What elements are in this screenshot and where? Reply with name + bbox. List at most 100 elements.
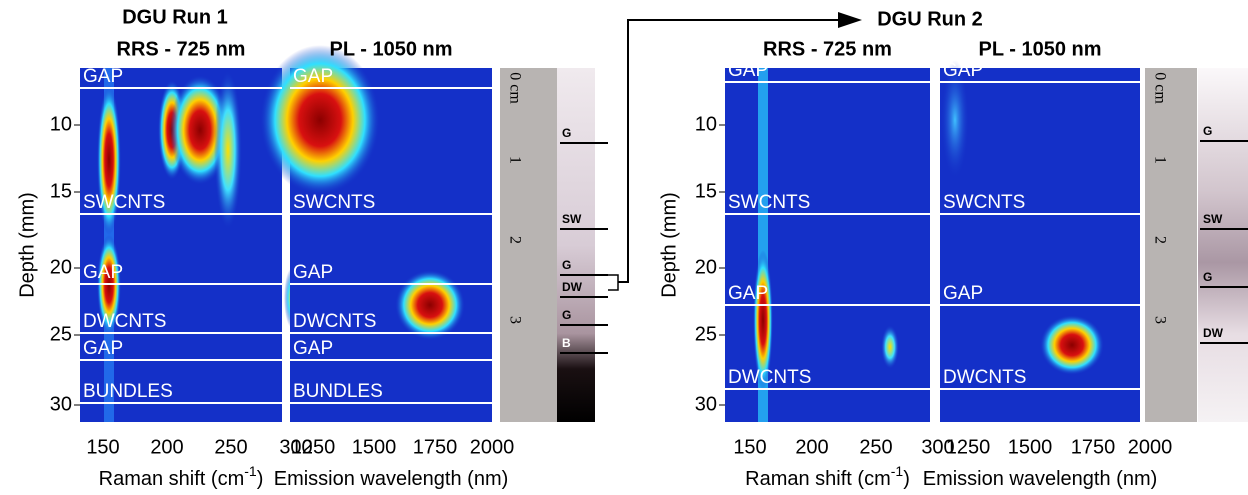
ruler	[1145, 68, 1197, 422]
y-tick-label: 15	[50, 180, 72, 202]
label-part: -1	[891, 463, 904, 479]
band-label: GAP	[728, 60, 768, 81]
tube-label: SW	[562, 212, 582, 226]
tube-label: G	[562, 308, 571, 322]
ruler-label: 3	[1151, 316, 1168, 324]
ruler-label: 1	[1151, 156, 1168, 164]
x-tick-label: 1750	[413, 436, 458, 458]
x-tick-label: 1250	[291, 436, 336, 458]
x-tick-label: 1500	[352, 436, 397, 458]
panel-title: RRS - 725 nm	[763, 38, 892, 60]
x-axis-label: Emission wavelength (nm)	[923, 468, 1158, 490]
heatmaps	[80, 45, 1140, 422]
band-label: GAP	[83, 338, 123, 359]
label-part: Emission wavelength (nm)	[923, 468, 1158, 490]
y-tick-label: 30	[695, 393, 717, 415]
y-tick-label: 20	[695, 256, 717, 278]
hotspot	[1040, 315, 1104, 375]
band-label: DWCNTS	[943, 367, 1026, 388]
y-tick-label: 30	[50, 393, 72, 415]
ruler-label: 2	[506, 236, 523, 244]
tube-label: DW	[1203, 326, 1224, 340]
x-tick-label: 250	[214, 436, 247, 458]
label-part: -1	[244, 463, 257, 479]
band-label: GAP	[728, 283, 768, 304]
run-title: DGU Run 2	[877, 8, 983, 30]
arrowhead	[838, 12, 862, 28]
band-label: BUNDLES	[83, 381, 173, 402]
run-title: DGU Run 1	[122, 6, 228, 28]
ruler-label: 0 cm	[1151, 72, 1168, 104]
band-label: DWCNTS	[83, 311, 166, 332]
tube-label: G	[1203, 124, 1212, 138]
ruler	[500, 68, 557, 422]
band-label: DWCNTS	[293, 311, 376, 332]
band-label: DWCNTS	[728, 367, 811, 388]
band-label: SWCNTS	[943, 192, 1025, 213]
band-label: SWCNTS	[728, 192, 810, 213]
x-axis-label: Raman shift (cm-1)	[99, 463, 264, 491]
hotspot	[941, 60, 969, 180]
x-tick-label: 2000	[470, 436, 515, 458]
bracket	[608, 274, 619, 291]
x-tick-label: 250	[859, 436, 892, 458]
x-tick-label: 150	[733, 436, 766, 458]
band-label: GAP	[943, 60, 983, 81]
hotspot	[97, 85, 121, 235]
label-part: Emission wavelength (nm)	[274, 468, 509, 490]
panel-title: PL - 1050 nm	[978, 38, 1101, 60]
band-label: GAP	[83, 262, 123, 283]
y-tick-label: 25	[50, 323, 72, 345]
band-label: GAP	[943, 283, 983, 304]
y-tick-label: 10	[50, 113, 72, 135]
panel-title: PL - 1050 nm	[329, 38, 452, 60]
band-label: GAP	[293, 262, 333, 283]
tube	[557, 68, 595, 422]
tube	[1198, 68, 1248, 422]
y-tick-label: 15	[695, 180, 717, 202]
band-label: SWCNTS	[83, 192, 165, 213]
streak	[758, 68, 768, 422]
tube-label: G	[1203, 270, 1212, 284]
tube-label: G	[562, 258, 571, 272]
ruler-label: 0 cm	[506, 72, 523, 104]
y-tick-label: 25	[695, 323, 717, 345]
x-axis-label: Raman shift (cm-1)	[745, 463, 910, 491]
y-axis-label: Depth (mm)	[658, 192, 680, 298]
ruler-label: 2	[1151, 236, 1168, 244]
hotspot	[260, 45, 380, 195]
ruler-label: 3	[506, 316, 523, 324]
x-tick-label: 2000	[1128, 436, 1173, 458]
band-label: GAP	[293, 66, 333, 87]
label-part: )	[903, 468, 910, 490]
panel-title: RRS - 725 nm	[117, 38, 246, 60]
tube-label: SW	[1203, 212, 1223, 226]
band-label: GAP	[83, 66, 123, 87]
arrow	[618, 19, 845, 283]
tubes	[500, 12, 1248, 422]
band-label: GAP	[293, 338, 333, 359]
band-label: BUNDLES	[293, 381, 383, 402]
x-tick-label: 200	[150, 436, 183, 458]
x-tick-label: 200	[795, 436, 828, 458]
hotspot	[395, 270, 465, 340]
x-tick-label: 1500	[1008, 436, 1053, 458]
tube-label: DW	[562, 280, 583, 294]
hotspot	[881, 325, 899, 369]
label-part: Raman shift (cm	[745, 468, 891, 490]
x-tick-label: 300	[279, 436, 312, 458]
y-tick-label: 10	[695, 113, 717, 135]
y-axis-label: Depth (mm)	[16, 192, 38, 298]
tube-label: B	[562, 336, 571, 350]
tube-label: G	[562, 126, 571, 140]
hotspot	[753, 250, 773, 390]
x-tick-label: 300	[921, 436, 954, 458]
y-tick-label: 20	[50, 256, 72, 278]
label-part: Raman shift (cm	[99, 468, 245, 490]
band-label: SWCNTS	[293, 192, 375, 213]
hotspot	[214, 70, 242, 230]
x-tick-label: 1250	[946, 436, 991, 458]
x-tick-label: 150	[86, 436, 119, 458]
